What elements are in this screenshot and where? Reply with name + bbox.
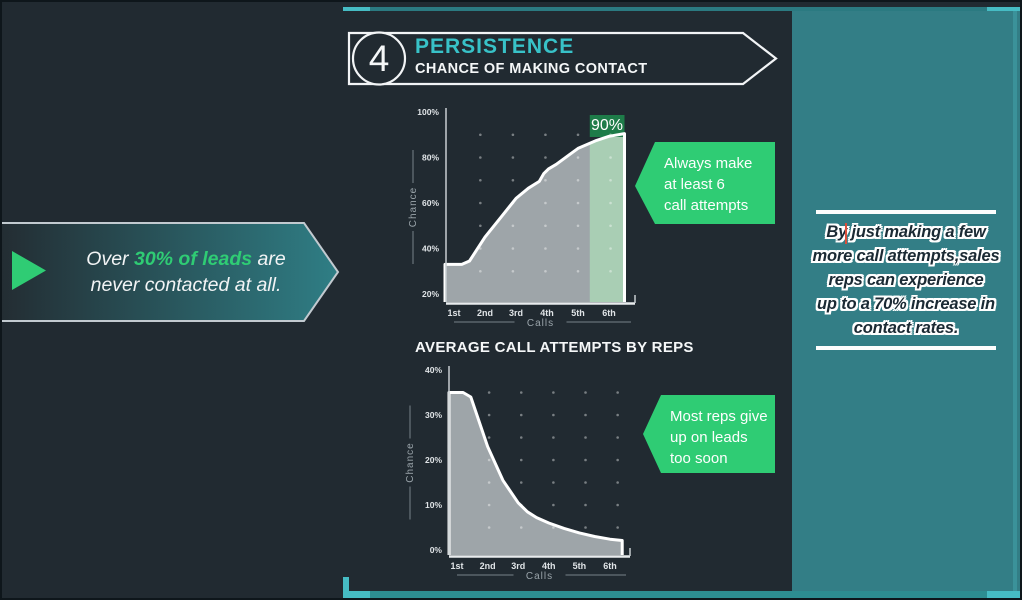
callout-line: too soon xyxy=(670,450,728,467)
quote-line: up to a 70% increase in xyxy=(817,295,995,313)
top-accent-line-bright-right xyxy=(987,7,1020,11)
svg-text:5th: 5th xyxy=(571,308,585,318)
svg-text:40%: 40% xyxy=(425,365,442,375)
svg-text:1st: 1st xyxy=(447,308,460,318)
top-accent-line-bright-left xyxy=(343,7,370,11)
svg-text:60%: 60% xyxy=(422,198,439,208)
ribbon-pre: Over xyxy=(86,248,134,270)
svg-text:4th: 4th xyxy=(542,561,556,571)
callout-arrow-1 xyxy=(635,142,775,224)
svg-text:40%: 40% xyxy=(422,244,439,254)
right-panel-quote: By just making a few more call attempts,… xyxy=(798,220,1014,340)
play-triangle-icon xyxy=(12,251,46,290)
panel-top-rule xyxy=(800,210,1012,214)
ribbon-line-1: Over 30% of leads are xyxy=(60,246,312,272)
callout-line: at least 6 xyxy=(664,176,725,193)
quote-line: more call attempts,sales xyxy=(812,247,1000,265)
bottom-accent-line-bright-right xyxy=(987,591,1020,598)
bottom-accent-line-bright-left xyxy=(343,591,370,598)
left-ribbon-text: Over 30% of leads are never contacted at… xyxy=(60,246,312,298)
svg-text:10%: 10% xyxy=(425,500,442,510)
ribbon-highlight: 30% of leads xyxy=(133,248,253,270)
svg-text:2nd: 2nd xyxy=(477,308,493,318)
callout-1-text: Always make at least 6 call attempts xyxy=(664,153,772,216)
callout-arrow-2 xyxy=(643,395,775,473)
corner-l-accent xyxy=(343,577,349,598)
callout-line: up on leads xyxy=(670,429,748,446)
svg-text:3rd: 3rd xyxy=(509,308,523,318)
svg-text:100%: 100% xyxy=(417,107,439,117)
chart-1: 20% 40% 60% 80% 100% 1st 2nd 3rd 4th 5th 6th Chance… xyxy=(408,107,636,329)
svg-text:Chance: Chance xyxy=(405,442,416,482)
right-info-panel xyxy=(792,11,1020,591)
right-panel-edge-accent xyxy=(1013,11,1017,591)
svg-text:Calls: Calls xyxy=(527,318,554,329)
header-banner-outline xyxy=(347,31,778,86)
chart1-annotation-90: 90% xyxy=(590,117,624,134)
svg-text:4th: 4th xyxy=(540,308,554,318)
svg-text:3rd: 3rd xyxy=(511,561,525,571)
callout-line: call attempts xyxy=(664,197,749,214)
svg-text:20%: 20% xyxy=(422,289,439,299)
text-cursor xyxy=(845,223,847,244)
bottom-accent-line xyxy=(370,591,987,598)
quote-line: reps can experience xyxy=(828,271,984,289)
ribbon-post: are xyxy=(252,248,286,270)
panel-bottom-rule xyxy=(800,346,1012,350)
section-subtitle: CHANCE OF MAKING CONTACT xyxy=(415,61,648,77)
quote-line: contact rates. xyxy=(853,319,959,337)
svg-text:5th: 5th xyxy=(573,561,587,571)
section-number: 4 xyxy=(368,38,390,79)
svg-text:6th: 6th xyxy=(602,308,616,318)
svg-text:80%: 80% xyxy=(422,153,439,163)
svg-text:1st: 1st xyxy=(450,561,463,571)
callout-line: Most reps give xyxy=(670,408,768,425)
top-accent-line xyxy=(370,7,987,11)
chart-2: 0% 10% 20% 30% 40% 1st 2nd 3rd 4th 5th 6th Chance Ca… xyxy=(405,365,631,582)
chart2-title: AVERAGE CALL ATTEMPTS BY REPS xyxy=(415,339,694,356)
svg-text:Calls: Calls xyxy=(526,571,553,582)
callout-2-text: Most reps give up on leads too soon xyxy=(670,406,774,469)
svg-text:0%: 0% xyxy=(430,545,443,555)
section-title: PERSISTENCE xyxy=(415,35,575,58)
svg-text:2nd: 2nd xyxy=(480,561,496,571)
svg-text:30%: 30% xyxy=(425,410,442,420)
svg-text:Chance: Chance xyxy=(408,187,419,227)
header-number-circle xyxy=(351,31,407,86)
left-ribbon xyxy=(2,222,340,322)
svg-text:20%: 20% xyxy=(425,455,442,465)
ribbon-line-2: never contacted at all. xyxy=(90,274,282,296)
svg-text:6th: 6th xyxy=(603,561,617,571)
quote-line: By just making a few xyxy=(826,223,986,241)
callout-line: Always make xyxy=(664,155,753,172)
